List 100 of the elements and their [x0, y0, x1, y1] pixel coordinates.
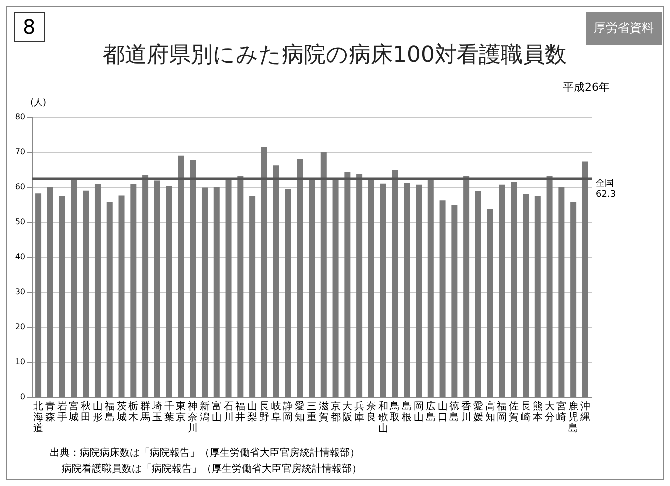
y-axis-title: (人)	[30, 98, 47, 108]
bar	[487, 209, 494, 397]
x-tick-label: 兵庫	[354, 400, 365, 424]
bar	[94, 184, 101, 397]
x-tick-label: 滋賀	[318, 400, 329, 424]
bar	[273, 166, 280, 397]
text: 病院看護職員数は「病院報告」（厚生労働省大臣官房統計情報部）	[62, 462, 362, 476]
bar	[356, 174, 363, 397]
bar	[142, 175, 149, 397]
x-tick-label: 山形	[92, 400, 103, 424]
x-tick-label: 鹿児島	[568, 400, 579, 434]
x-tick-label: 佐賀	[509, 402, 520, 424]
bar	[118, 196, 125, 397]
y-tick-label: 60	[15, 182, 26, 192]
source-note: 出典：病院病床数は「病院報告」（厚生労働省大臣官房統計情報部）	[50, 446, 360, 460]
bar	[166, 186, 172, 397]
bar	[261, 147, 268, 397]
bar	[380, 184, 386, 397]
y-tick-label: 30	[15, 288, 26, 296]
bar	[511, 182, 518, 397]
bar	[464, 176, 470, 397]
x-tick-label: 和歌山	[378, 400, 388, 434]
bar	[534, 196, 541, 397]
x-tick-label: 愛媛	[473, 400, 484, 424]
bar	[570, 202, 577, 397]
bar	[404, 184, 410, 397]
y-tick-label: 10	[15, 358, 26, 366]
bar	[47, 187, 54, 397]
x-tick-label: 長崎	[521, 402, 532, 424]
x-tick-label: 高知	[485, 400, 496, 424]
x-tick-label: 千葉	[164, 400, 174, 424]
bar	[297, 159, 304, 397]
x-tick-label: 熊本	[532, 400, 543, 424]
x-tick-label: 沖縄	[579, 400, 590, 424]
bar	[320, 152, 327, 397]
x-tick-label: 岐阜	[271, 400, 282, 424]
x-tick-label: 岩手	[57, 400, 68, 424]
bar	[59, 196, 66, 397]
x-tick-label: 奈良	[366, 402, 376, 424]
bar	[36, 194, 42, 397]
text: 平成26年	[563, 80, 610, 95]
x-tick-label: 北海道	[34, 400, 44, 434]
x-tick-label: 徳島	[450, 402, 460, 424]
x-tick-label: 神奈川	[188, 400, 198, 434]
y-tick-label: 50	[15, 218, 26, 226]
y-tick-label: 40	[15, 252, 26, 262]
bar	[332, 180, 339, 397]
bar	[250, 196, 256, 397]
y-tick-label: 70	[15, 148, 26, 156]
x-tick-label: 石川	[224, 402, 234, 424]
bar	[368, 180, 374, 397]
bar	[190, 160, 196, 397]
x-tick-label: 三重	[307, 402, 317, 424]
bar	[130, 184, 137, 397]
bar	[475, 191, 482, 397]
bar	[392, 170, 398, 397]
x-tick-label: 大阪	[342, 400, 353, 424]
bar	[226, 180, 232, 397]
bar	[546, 176, 553, 397]
bar	[416, 184, 422, 397]
bar	[428, 180, 434, 397]
x-tick-label: 京都	[330, 400, 341, 424]
bar	[285, 189, 292, 397]
x-tick-label: 宮城	[68, 400, 80, 424]
x-tick-label: 埼玉	[151, 400, 162, 424]
x-tick-label: 茨城	[116, 400, 127, 424]
bar	[344, 172, 351, 397]
bar	[582, 162, 588, 397]
text: 8	[14, 12, 45, 42]
x-tick-label: 青森	[45, 400, 56, 424]
bar	[558, 187, 565, 397]
x-tick-label: 岡山	[414, 402, 424, 424]
x-tick-label: 静岡	[283, 400, 294, 424]
bar	[178, 156, 184, 397]
text: 厚労省資料	[586, 12, 662, 45]
y-tick-label: 20	[15, 322, 26, 332]
x-tick-label: 広島	[426, 400, 436, 424]
x-tick-label: 愛知	[295, 400, 306, 424]
bar	[440, 200, 446, 397]
x-tick-label: 島根	[402, 400, 412, 424]
x-tick-label: 福岡	[497, 400, 508, 424]
bar	[83, 190, 90, 397]
chart-title: 都道府県別にみた病院の病床100対看護職員数	[102, 42, 568, 70]
x-tick-label: 福井	[236, 400, 246, 424]
bar	[309, 180, 315, 397]
x-tick-label: 山口	[438, 400, 448, 424]
x-tick-label: 宮崎	[556, 400, 567, 424]
bar	[214, 187, 220, 397]
x-tick-label: 富山	[212, 400, 222, 424]
ref-line-label: 全国 62.3	[596, 178, 616, 200]
bar	[202, 188, 208, 397]
x-tick-label: 福島	[104, 400, 115, 424]
x-tick-label: 大分	[544, 400, 555, 424]
bar	[106, 202, 113, 397]
bar	[523, 194, 530, 397]
x-tick-label: 鳥取	[389, 400, 400, 424]
bar	[238, 176, 244, 397]
bar	[452, 205, 458, 397]
bar	[499, 184, 506, 397]
x-tick-label: 新潟	[200, 400, 210, 424]
